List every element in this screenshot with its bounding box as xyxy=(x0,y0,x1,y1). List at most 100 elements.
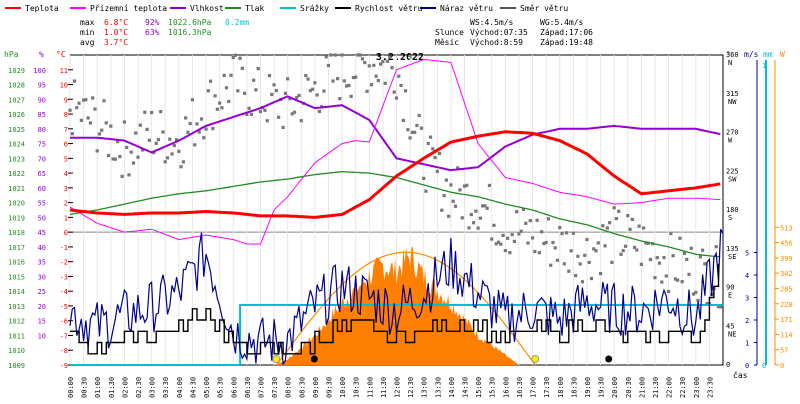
wind-dir-point-6 xyxy=(82,98,86,102)
rain-axis-label: mm xyxy=(763,50,773,59)
wind-dir-point-16 xyxy=(104,121,108,125)
wind-dir-point-76 xyxy=(240,66,244,70)
wind-dir-point-115 xyxy=(329,53,333,57)
series-rychlost-vetru xyxy=(70,263,720,355)
stat-max-press: 1022.6hPa xyxy=(168,18,212,27)
wind-dir-point-155 xyxy=(419,126,424,130)
wind-dir-point-53 xyxy=(188,121,192,126)
wind-dir-point-66 xyxy=(218,101,222,105)
wind-dir-point-61 xyxy=(206,89,210,93)
pressure-tick-1025: 1025 xyxy=(8,126,25,134)
wind-dir-point-277 xyxy=(696,298,700,302)
wind-dir-point-229 xyxy=(587,260,591,265)
temperature-tick-5: 5 xyxy=(64,155,68,163)
rain-tick-0: 0 xyxy=(762,362,766,370)
info-moon-rise: Východ:8:59 xyxy=(470,38,523,47)
wind-dir-point-268 xyxy=(676,278,680,282)
pressure-tick-1024: 1024 xyxy=(8,141,25,149)
wind-dir-point-43 xyxy=(165,156,170,160)
pressure-tick-1029: 1029 xyxy=(8,67,25,75)
x-tick-0: 00:00 xyxy=(67,377,75,398)
wind-dir-point-129 xyxy=(360,57,365,61)
humidity-tick-35: 35 xyxy=(38,259,46,267)
wind-dir-point-95 xyxy=(283,91,287,95)
x-tick-13: 06:30 xyxy=(244,377,252,398)
wind-dir-point-77 xyxy=(242,91,247,95)
wind-dir-point-11 xyxy=(93,107,97,111)
series-prizemni-teplota xyxy=(69,58,721,245)
wind-dir-point-177 xyxy=(469,212,473,217)
wind-dir-point-67 xyxy=(220,106,224,110)
x-tick-12: 06:00 xyxy=(230,377,238,398)
x-tick-22: 11:00 xyxy=(366,377,374,398)
wind-dir-point-213 xyxy=(551,240,555,245)
wind-dir-point-152 xyxy=(413,130,417,134)
x-tick-19: 09:30 xyxy=(325,377,333,398)
wind-dir-point-165 xyxy=(442,194,446,198)
x-tick-32: 16:00 xyxy=(502,377,510,398)
temperature-tick--5: -5 xyxy=(60,303,68,311)
wind-dir-point-98 xyxy=(290,112,294,116)
x-tick-6: 03:00 xyxy=(149,377,157,398)
wind-dir-point-265 xyxy=(669,231,673,236)
wind-dir-point-21 xyxy=(116,139,120,144)
solar-axis-label: W xyxy=(780,50,785,59)
wind-dir-point-17 xyxy=(106,153,111,158)
wind-dir-point-278 xyxy=(698,255,702,259)
wind-dir-point-96 xyxy=(286,77,290,81)
legend-label-teplota: Teplota xyxy=(25,4,59,13)
humidity-tick-85: 85 xyxy=(38,111,46,119)
wind-dir-point-83 xyxy=(256,67,260,71)
wind-dir-point-190 xyxy=(499,242,503,246)
wind-dir-point-171 xyxy=(456,166,460,170)
x-tick-38: 19:00 xyxy=(584,377,592,398)
wind-dir-point-101 xyxy=(297,93,301,98)
wind-dir-point-114 xyxy=(326,63,331,68)
temperature-tick--7: -7 xyxy=(60,332,68,340)
wind-dir-point-46 xyxy=(172,143,176,148)
wind-dir-point-266 xyxy=(671,254,675,258)
legend: Teplota Přízemní teplota Vlhkost Tlak Srážky… xyxy=(5,4,568,13)
wind-dir-point-239 xyxy=(610,260,614,264)
wind-dir-point-279 xyxy=(700,248,705,252)
wind-dir-point-258 xyxy=(653,276,657,280)
x-tick-29: 14:30 xyxy=(462,377,470,398)
wind-dir-point-262 xyxy=(662,256,666,260)
wind-dir-point-205 xyxy=(533,249,537,254)
wind-dir-point-195 xyxy=(510,233,514,237)
wind-dir-point-131 xyxy=(365,89,369,93)
wind-dir-point-163 xyxy=(437,151,442,156)
wind-dir-point-184 xyxy=(485,206,489,210)
wind-dir-point-105 xyxy=(306,77,310,81)
wind-dir-point-194 xyxy=(508,251,512,255)
humidity-tick-90: 90 xyxy=(38,96,46,104)
wind-dir-point-99 xyxy=(292,110,297,114)
x-tick-33: 16:30 xyxy=(516,377,524,398)
wind-dir-point-230 xyxy=(589,276,594,281)
solar-tick-285: 285 xyxy=(780,285,793,293)
wind-dir-tick-180: 180 xyxy=(726,206,739,214)
series-teplota xyxy=(69,130,721,219)
wind-dir-point-150 xyxy=(408,136,412,140)
solar-tick-399: 399 xyxy=(780,255,793,263)
wind-dir-point-219 xyxy=(564,231,569,235)
solar-tick-0: 0 xyxy=(780,362,784,370)
sunrise-marker xyxy=(272,355,281,363)
wind-dir-point-130 xyxy=(363,61,367,65)
solar-tick-171: 171 xyxy=(780,316,793,324)
x-tick-2: 01:00 xyxy=(94,377,102,398)
wind-dir-point-151 xyxy=(410,130,414,134)
wind-dir-point-261 xyxy=(660,280,664,284)
wind-dir-point-241 xyxy=(614,216,619,221)
wind-dir-point-9 xyxy=(88,121,93,125)
wind-dir-point-50 xyxy=(181,160,185,164)
wind-dir-point-189 xyxy=(496,240,501,244)
wind-dir-point-243 xyxy=(619,252,623,256)
wind-dir-point-39 xyxy=(156,138,161,142)
wind-dir-point-123 xyxy=(347,83,351,88)
humidity-tick-20: 20 xyxy=(38,303,46,311)
wind-dir-compass-sw: SW xyxy=(728,175,737,183)
wind-dir-point-13 xyxy=(97,132,102,136)
wind-speed-axis-label: m/s xyxy=(744,50,759,59)
x-axis-label: čas xyxy=(733,370,748,380)
